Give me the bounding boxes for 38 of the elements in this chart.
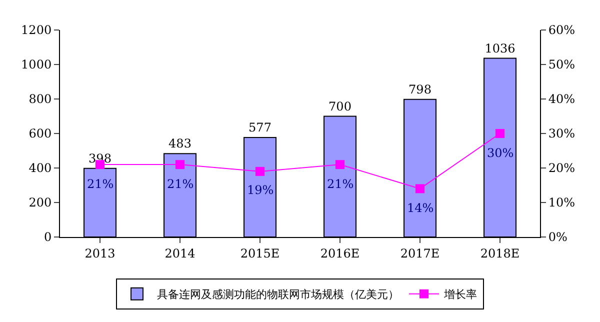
- y2-tick-label: 50%: [548, 58, 576, 72]
- x-tick-label: 2014: [164, 246, 196, 260]
- data-label: 1036: [484, 41, 516, 56]
- data-label: 21%: [167, 177, 194, 191]
- data-label: 21%: [327, 177, 354, 191]
- data-label: 483: [168, 136, 192, 151]
- data-label: 577: [248, 120, 272, 134]
- legend-label: 增长率: [443, 288, 477, 302]
- point: [336, 160, 344, 170]
- data-label: 30%: [487, 146, 514, 160]
- point: [256, 166, 264, 176]
- point: [416, 184, 424, 194]
- x-tick-label: 2017E: [400, 246, 440, 260]
- x-tick-label: 2015E: [240, 246, 280, 260]
- y2-tick-label: 20%: [548, 161, 576, 176]
- y2-tick-label: 0%: [548, 230, 568, 244]
- data-label: 19%: [247, 183, 274, 197]
- point: [176, 160, 184, 170]
- x-tick-label: 2018E: [480, 246, 520, 260]
- point: [496, 129, 504, 138]
- y-tick-label: 1000: [21, 58, 52, 72]
- data-label: 700: [328, 99, 352, 114]
- y-tick-label: 600: [28, 126, 52, 141]
- data-label: 21%: [87, 177, 114, 191]
- y2-tick-label: 10%: [548, 196, 576, 210]
- data-label: 14%: [407, 201, 434, 215]
- y-tick-label: 200: [28, 196, 52, 210]
- y-tick-label: 800: [28, 92, 52, 106]
- y-tick-label: 1200: [21, 23, 52, 38]
- x-tick-label: 2016E: [320, 246, 360, 260]
- y-tick-label: 0: [44, 230, 52, 244]
- legend-label: 具备连网及感测功能的物联网市场规模（亿美元）: [157, 288, 399, 302]
- x-tick-label: 2013: [84, 246, 116, 260]
- y2-tick-label: 60%: [548, 23, 576, 38]
- y2-tick-label: 30%: [548, 126, 576, 141]
- y-tick-label: 400: [28, 161, 52, 176]
- data-label: 798: [408, 82, 432, 96]
- y2-tick-label: 40%: [548, 92, 576, 106]
